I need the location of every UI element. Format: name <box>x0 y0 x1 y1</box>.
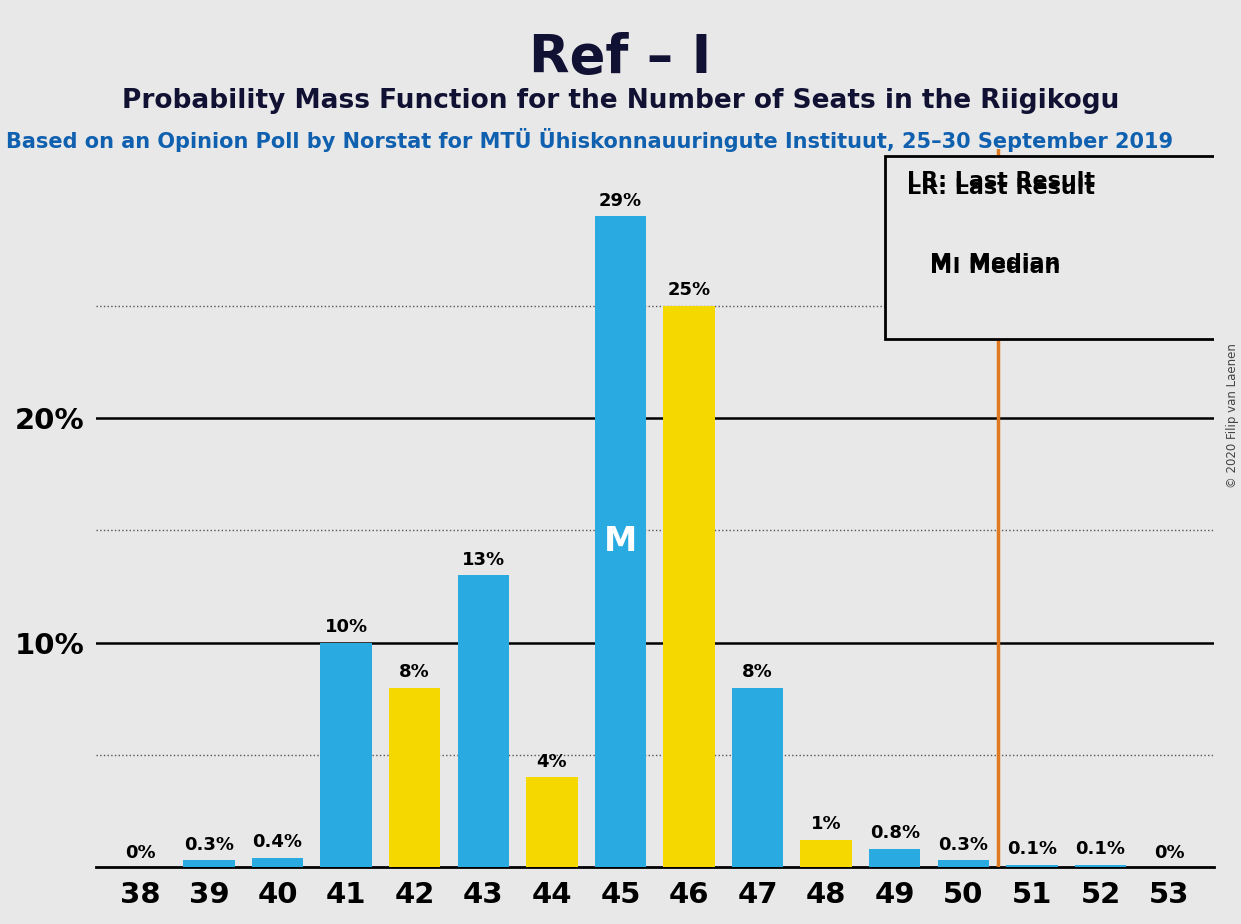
Bar <box>800 840 851 867</box>
Text: M: M <box>604 525 637 558</box>
Text: 10%: 10% <box>325 618 367 636</box>
Text: 8%: 8% <box>742 663 773 681</box>
Bar <box>320 643 372 867</box>
Text: Probability Mass Function for the Number of Seats in the Riigikogu: Probability Mass Function for the Number… <box>122 88 1119 114</box>
Text: Ref – I: Ref – I <box>530 32 711 84</box>
Bar <box>252 858 303 867</box>
Bar <box>732 687 783 867</box>
Text: 0%: 0% <box>125 844 156 861</box>
FancyBboxPatch shape <box>885 156 1215 339</box>
Bar <box>869 849 921 867</box>
Bar <box>1006 865 1057 867</box>
Text: 13%: 13% <box>462 551 505 568</box>
Bar <box>388 687 441 867</box>
Text: 0.3%: 0.3% <box>184 835 235 854</box>
Text: 0.8%: 0.8% <box>870 824 920 843</box>
Text: © 2020 Filip van Laenen: © 2020 Filip van Laenen <box>1226 344 1239 488</box>
Text: 0.1%: 0.1% <box>1076 840 1126 858</box>
Bar <box>663 306 715 867</box>
Text: M: Median: M: Median <box>930 257 1060 276</box>
Text: 4%: 4% <box>536 753 567 771</box>
Text: LR: Last Result: LR: Last Result <box>907 171 1096 190</box>
Bar <box>184 860 235 867</box>
Text: 0.3%: 0.3% <box>938 835 988 854</box>
Text: 0.4%: 0.4% <box>253 833 303 851</box>
Text: 25%: 25% <box>668 281 711 299</box>
Bar <box>1075 865 1126 867</box>
Text: LR: LR <box>664 541 715 576</box>
Text: 0.1%: 0.1% <box>1006 840 1057 858</box>
Text: 0%: 0% <box>1154 844 1184 861</box>
Text: 8%: 8% <box>400 663 431 681</box>
Text: LR: Last Result: LR: Last Result <box>907 177 1096 198</box>
Text: 1%: 1% <box>810 816 841 833</box>
Text: 29%: 29% <box>599 191 642 210</box>
Bar <box>458 576 509 867</box>
Bar <box>938 860 989 867</box>
Bar <box>594 216 647 867</box>
Text: M: Median: M: Median <box>930 253 1060 274</box>
Text: Based on an Opinion Poll by Norstat for MTÜ Ühiskonnauuringute Instituut, 25–30 : Based on an Opinion Poll by Norstat for … <box>6 128 1173 152</box>
Bar <box>526 777 577 867</box>
